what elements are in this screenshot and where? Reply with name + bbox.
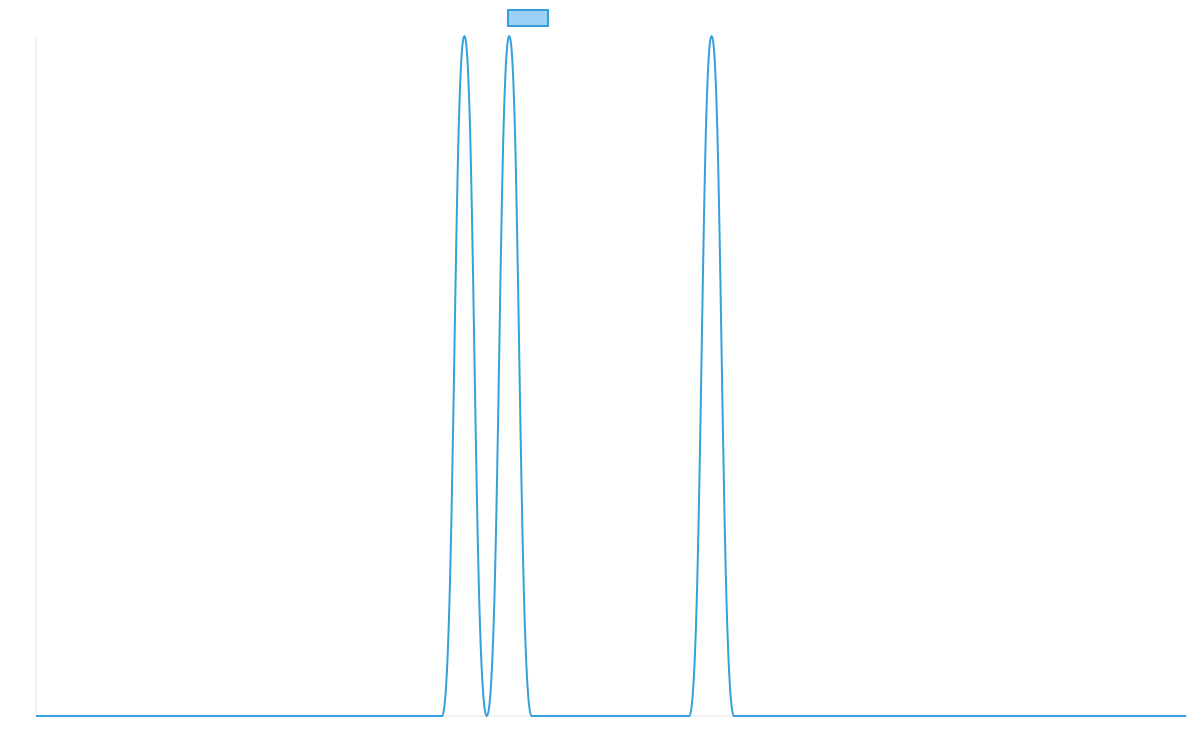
legend-swatch[interactable] — [507, 9, 549, 27]
series-layer — [36, 35, 1186, 717]
series-line-0 — [36, 35, 1186, 717]
legend[interactable] — [507, 9, 549, 27]
